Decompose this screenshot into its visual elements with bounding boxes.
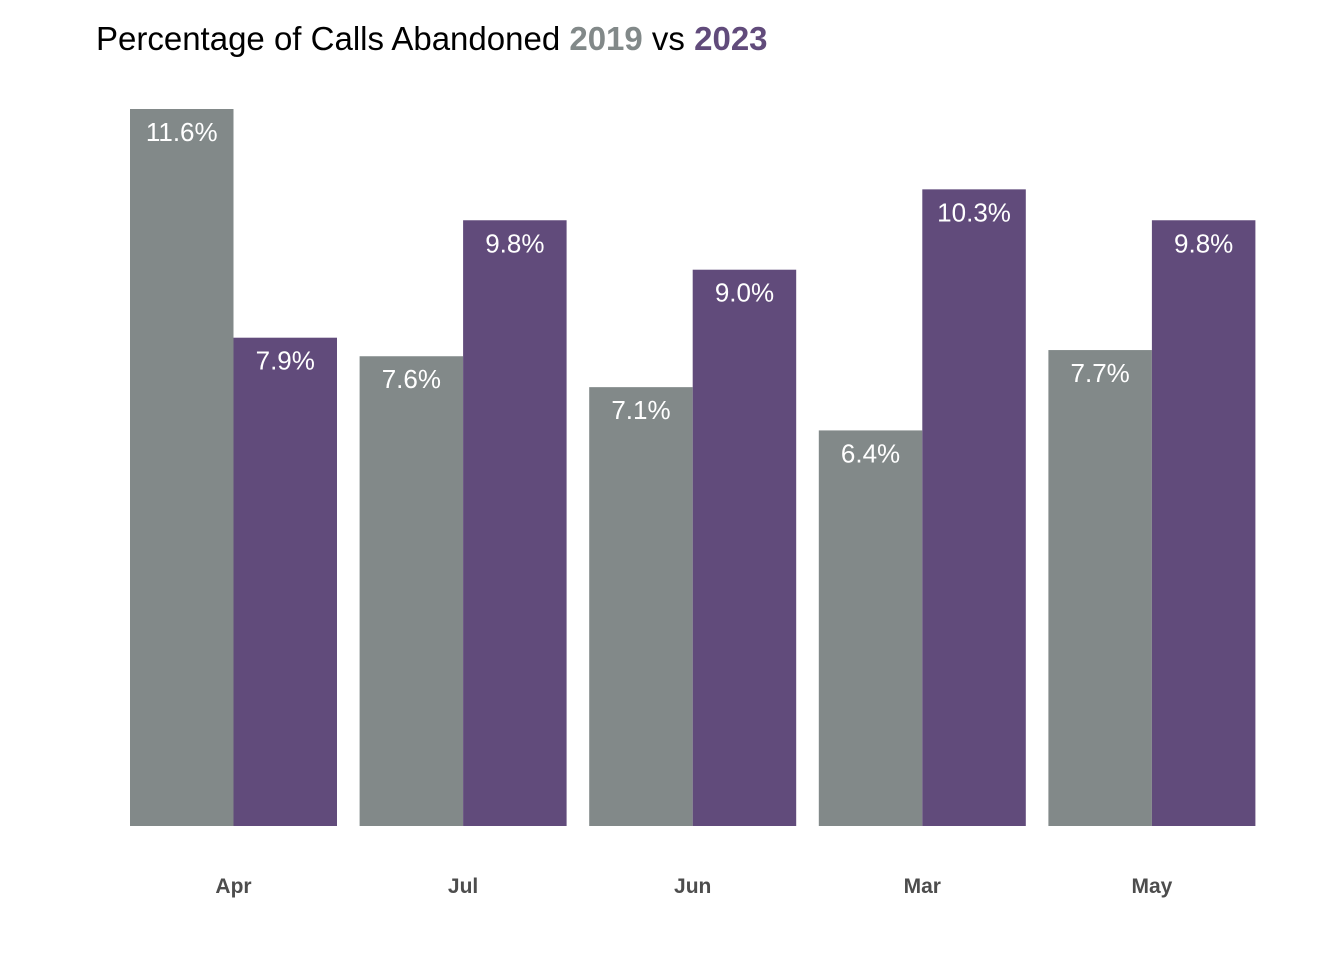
data-label-mar-2023: 10.3%	[937, 197, 1011, 227]
title-year-2019: 2019	[569, 20, 643, 57]
x-tick-label-jun: Jun	[674, 875, 711, 898]
bar-mar-2019	[818, 430, 923, 826]
data-label-apr-2019: 11.6%	[146, 117, 218, 147]
bar-mar-2023	[922, 189, 1026, 826]
data-label-jul-2019: 7.6%	[382, 364, 441, 394]
chart-title: Percentage of Calls Abandoned 2019 vs 20…	[96, 20, 768, 58]
bar-may-2023	[1151, 220, 1256, 827]
title-year-2023: 2023	[694, 20, 768, 57]
x-tick-label-apr: Apr	[215, 875, 251, 898]
data-label-mar-2019: 6.4%	[841, 438, 900, 468]
bar-apr-2023	[233, 337, 337, 826]
data-label-jul-2023: 9.8%	[485, 228, 544, 258]
bar-jun-2019	[589, 387, 693, 826]
x-tick-label-may: May	[1131, 875, 1172, 898]
data-label-apr-2023: 7.9%	[256, 346, 315, 376]
title-connector: vs	[642, 20, 695, 57]
data-label-jun-2019: 7.1%	[611, 395, 670, 425]
bar-may-2019	[1048, 350, 1152, 826]
data-label-may-2023: 9.8%	[1174, 228, 1233, 258]
bar-jul-2023	[463, 220, 567, 827]
title-prefix: Percentage of Calls Abandoned	[96, 20, 570, 57]
x-tick-label-jul: Jul	[448, 875, 478, 898]
data-label-may-2019: 7.7%	[1071, 358, 1130, 388]
bar-jul-2019	[359, 356, 464, 826]
x-tick-label-mar: Mar	[904, 875, 941, 898]
bar-apr-2019	[130, 109, 234, 826]
data-label-jun-2023: 9.0%	[715, 278, 774, 308]
bar-jun-2023	[692, 269, 797, 826]
